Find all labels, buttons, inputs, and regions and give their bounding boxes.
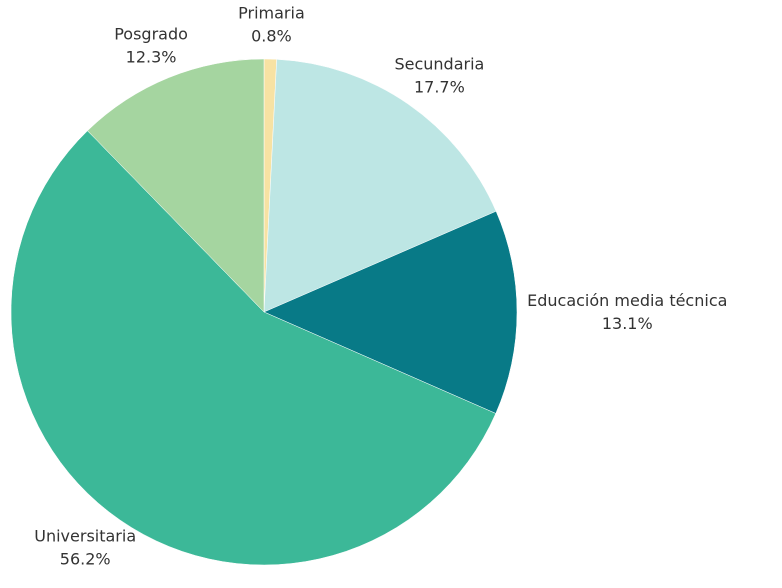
value-label: 12.3% <box>126 48 177 67</box>
pie-slice <box>263 59 497 313</box>
value-label: 0.8% <box>251 26 292 45</box>
slice-label: Posgrado 12.3% <box>114 25 188 67</box>
category-label: Educación media técnica <box>527 291 727 310</box>
value-label: 56.2% <box>60 550 111 569</box>
pie-slice <box>10 130 497 566</box>
category-label: Primaria <box>238 3 305 22</box>
pie-slice <box>263 210 518 414</box>
slice-label: Educación media técnica 13.1% <box>527 291 727 333</box>
category-label: Universitaria <box>34 527 136 546</box>
value-label: 13.1% <box>602 314 653 333</box>
slice-label: Universitaria 56.2% <box>34 527 136 569</box>
value-label: 17.7% <box>414 77 465 96</box>
pie-slice <box>87 58 265 313</box>
category-label: Posgrado <box>114 25 188 44</box>
slice-label: Secundaria 17.7% <box>394 54 484 96</box>
slice-label: Primaria 0.8% <box>238 3 305 45</box>
category-label: Secundaria <box>394 54 484 73</box>
